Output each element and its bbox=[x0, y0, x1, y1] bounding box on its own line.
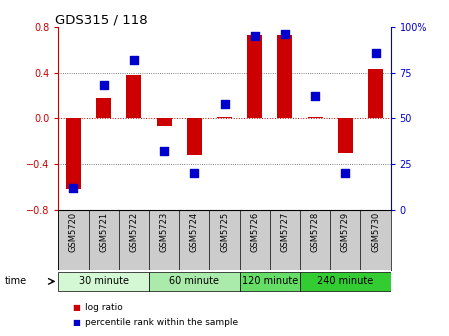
Text: 120 minute: 120 minute bbox=[242, 277, 298, 286]
Text: GSM5723: GSM5723 bbox=[159, 212, 168, 252]
Point bbox=[100, 83, 107, 88]
Bar bbox=[338, 119, 353, 153]
Text: percentile rank within the sample: percentile rank within the sample bbox=[85, 318, 238, 327]
Point bbox=[372, 50, 379, 55]
Bar bbox=[157, 119, 172, 126]
Point bbox=[70, 185, 77, 191]
Point bbox=[312, 94, 319, 99]
Text: log ratio: log ratio bbox=[85, 303, 123, 312]
Text: GSM5726: GSM5726 bbox=[250, 212, 259, 252]
Bar bbox=[96, 98, 111, 119]
Bar bbox=[247, 35, 262, 119]
Bar bbox=[66, 119, 81, 190]
Bar bbox=[368, 69, 383, 119]
Bar bbox=[149, 271, 240, 291]
Text: GSM5730: GSM5730 bbox=[371, 212, 380, 252]
Point bbox=[191, 171, 198, 176]
Text: ■: ■ bbox=[72, 303, 80, 312]
Point bbox=[251, 33, 258, 39]
Text: GSM5725: GSM5725 bbox=[220, 212, 229, 252]
Text: GSM5721: GSM5721 bbox=[99, 212, 108, 252]
Point bbox=[282, 32, 289, 37]
Point bbox=[221, 101, 228, 107]
Text: GSM5722: GSM5722 bbox=[129, 212, 138, 252]
Text: GSM5728: GSM5728 bbox=[311, 212, 320, 252]
Bar bbox=[187, 119, 202, 155]
Bar bbox=[277, 35, 292, 119]
Text: GSM5724: GSM5724 bbox=[190, 212, 199, 252]
Text: GSM5720: GSM5720 bbox=[69, 212, 78, 252]
Bar bbox=[217, 117, 232, 119]
Text: 30 minute: 30 minute bbox=[79, 277, 129, 286]
Text: GSM5729: GSM5729 bbox=[341, 212, 350, 252]
Bar bbox=[308, 117, 323, 119]
Bar bbox=[240, 271, 300, 291]
Text: GSM5727: GSM5727 bbox=[281, 212, 290, 252]
Point bbox=[160, 149, 167, 154]
Bar bbox=[300, 271, 391, 291]
Point bbox=[130, 57, 137, 62]
Text: GDS315 / 118: GDS315 / 118 bbox=[55, 14, 148, 27]
Text: 60 minute: 60 minute bbox=[169, 277, 219, 286]
Bar bbox=[126, 75, 141, 119]
Point bbox=[342, 171, 349, 176]
Bar bbox=[58, 271, 149, 291]
Text: 240 minute: 240 minute bbox=[317, 277, 374, 286]
Text: ■: ■ bbox=[72, 318, 80, 327]
Text: time: time bbox=[4, 277, 26, 286]
